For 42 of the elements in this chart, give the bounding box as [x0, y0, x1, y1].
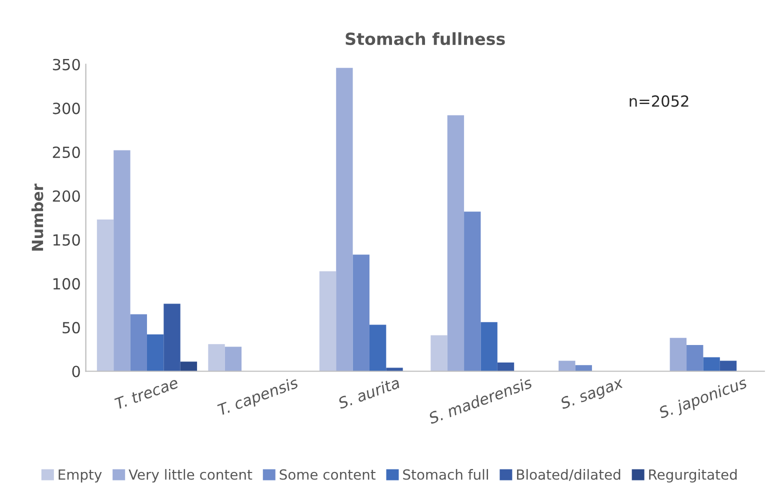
- bar: [369, 324, 386, 372]
- bar: [464, 212, 481, 372]
- bar: [180, 362, 198, 372]
- y-axis-title: Number: [31, 184, 44, 251]
- y-tick-label: 250: [52, 146, 80, 158]
- y-tick-label: 100: [53, 278, 80, 290]
- bar: [430, 335, 448, 372]
- y-tick-label: 0: [72, 366, 80, 378]
- legend-label: Very little content: [128, 469, 252, 482]
- bar: [114, 150, 130, 372]
- bar: [164, 304, 180, 372]
- bar: [447, 115, 464, 372]
- bar: [720, 360, 737, 372]
- y-tick-label: 200: [52, 190, 80, 202]
- legend-label: Empty: [58, 469, 102, 482]
- bar: [146, 334, 164, 372]
- bar: [686, 344, 704, 372]
- bar: [670, 338, 687, 372]
- x-tick-label: T. trecae: [114, 376, 179, 410]
- bar: [336, 68, 353, 372]
- bar: [703, 357, 720, 372]
- x-tick-label: S. sagax: [559, 376, 626, 412]
- bar: [480, 322, 498, 372]
- legend-label: Some content: [280, 469, 376, 480]
- chart-title: Stomach fullness: [346, 32, 505, 46]
- bar: [497, 362, 514, 372]
- bar: [319, 271, 336, 372]
- bar: [96, 220, 114, 372]
- x-tick-label: S. aurita: [336, 376, 400, 410]
- y-tick-label: 350: [52, 58, 80, 70]
- annotation: n=2052: [630, 95, 688, 107]
- y-tick-label: 50: [62, 322, 80, 334]
- bar: [558, 360, 576, 372]
- legend-label: Bloated/dilated: [517, 469, 620, 481]
- y-tick-label: 150: [53, 234, 80, 246]
- bar: [208, 344, 225, 372]
- bar: [224, 346, 242, 372]
- bar: [352, 254, 370, 372]
- legend-label: Stomach full: [403, 469, 488, 480]
- legend-label: Regurgitated: [649, 469, 737, 482]
- y-tick-label: 300: [52, 102, 80, 114]
- bar: [130, 314, 147, 372]
